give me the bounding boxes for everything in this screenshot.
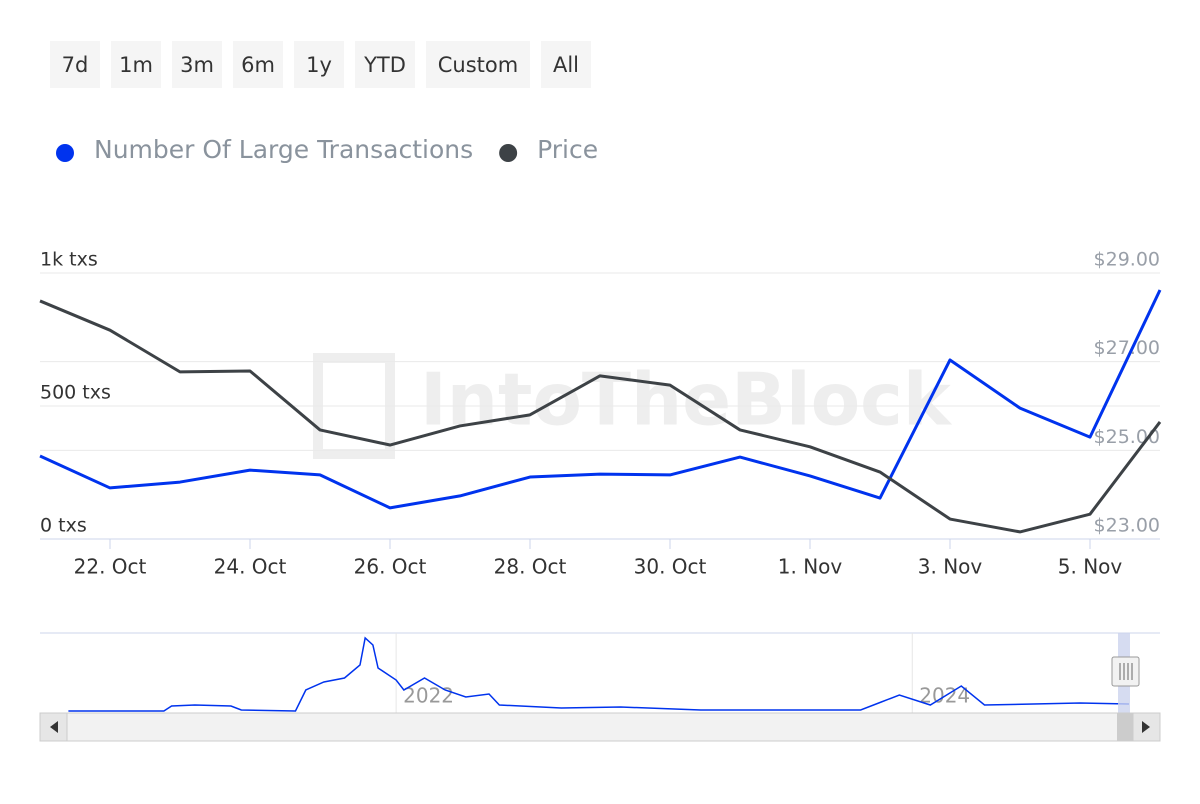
y2-tick-label: $23.00 [1094,515,1160,537]
navigator-handle[interactable] [1111,656,1140,687]
navigator-line [68,636,1130,712]
range-button-label: 6m [241,53,275,77]
x-tick-label: 22. Oct [74,555,147,579]
y-tick-label: 1k txs [40,249,98,271]
y-tick-label: 0 txs [40,515,87,537]
range-button-label: All [553,53,579,77]
x-tick-label: 24. Oct [214,555,287,579]
range-button-label: 7d [62,53,89,77]
scrollbar[interactable] [39,712,1161,742]
range-button[interactable] [541,41,591,88]
range-button-label: 1m [119,53,153,77]
x-tick-label: 5. Nov [1058,555,1123,579]
navigator-area [40,633,1160,713]
legend-label[interactable]: Price [537,135,598,164]
range-button[interactable] [233,41,283,88]
y-tick-label: 500 txs [40,382,111,404]
x-tick-label: 3. Nov [918,555,983,579]
series-line [39,299,1162,534]
watermark: IntoTheBlock [420,358,953,442]
range-button[interactable] [294,41,344,88]
x-tick-label: 30. Oct [634,555,707,579]
legend-label[interactable]: Number Of Large Transactions [94,135,473,164]
range-button-label: Custom [438,53,518,77]
legend-marker [56,144,74,162]
x-tick-label: 1. Nov [778,555,843,579]
range-button[interactable] [426,41,530,88]
scroll-thumb[interactable] [1117,713,1133,741]
legend-marker [499,144,518,162]
y2-tick-label: $29.00 [1094,249,1160,271]
range-button[interactable] [50,41,100,88]
scroll-left-arrow [50,721,58,733]
scroll-left[interactable] [39,712,68,742]
series-line [39,289,1162,510]
range-button[interactable] [111,41,161,88]
y2-tick-label: $27.00 [1094,337,1160,359]
x-tick-label: 26. Oct [354,555,427,579]
navigator-tick-label: 2022 [403,684,454,708]
range-button-label: YTD [363,53,406,77]
range-button-label: 1y [306,53,332,77]
range-button-label: 3m [180,53,214,77]
handle-grip [1119,663,1133,680]
range-button[interactable] [172,41,222,88]
x-tick-label: 28. Oct [494,555,567,579]
scroll-right-arrow [1142,721,1150,733]
range-button[interactable] [355,41,415,88]
